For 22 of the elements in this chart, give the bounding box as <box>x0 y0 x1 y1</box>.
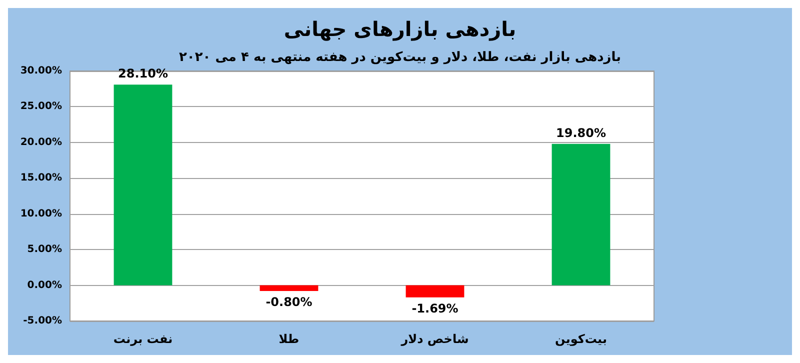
data-label: -0.80% <box>266 295 312 309</box>
y-tick-label: 0.00% <box>27 280 62 291</box>
y-tick-label: 5.00% <box>27 244 62 256</box>
data-label: 19.80% <box>556 126 606 140</box>
x-tick-label: بیت‌کوین <box>555 332 607 346</box>
y-tick-label: 15.00% <box>20 172 62 184</box>
bar <box>406 285 464 298</box>
bar <box>552 144 610 286</box>
y-tick-label: 30.00% <box>20 66 62 76</box>
data-label: 28.10% <box>118 66 168 81</box>
chart-subtitle: بازدهی بازار نفت، طلا، دلار و بیت‌کوین در هفته منتهی به ۴ می ۲۰۲۰ <box>178 50 622 65</box>
x-tick-label: طلا <box>278 332 300 346</box>
data-label: -1.69% <box>412 301 458 316</box>
bar <box>114 84 172 286</box>
y-tick-label: -5.00% <box>23 316 62 326</box>
y-tick-label: 20.00% <box>20 136 62 148</box>
chart-title: بازدهی بازارهای جهانی <box>284 17 516 41</box>
x-tick-label: نفت برنت <box>113 332 173 346</box>
bar <box>260 285 318 291</box>
y-tick-label: 25.00% <box>20 101 62 112</box>
x-tick-label: شاخص دلار <box>400 332 469 346</box>
y-tick-label: 10.00% <box>20 208 62 220</box>
